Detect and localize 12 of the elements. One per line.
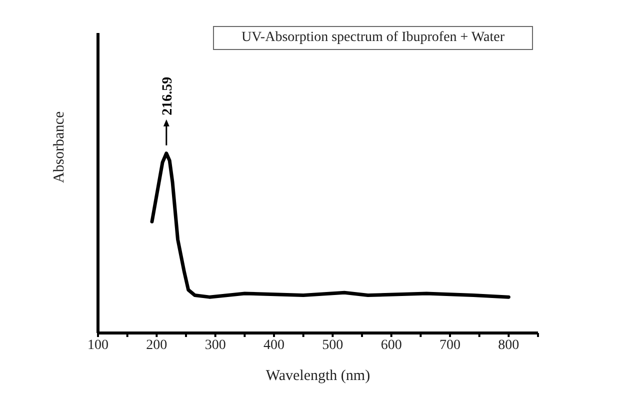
- annotation: 216.59: [160, 76, 176, 116]
- x-tick-label: 700: [440, 338, 460, 353]
- x-tick-label: 600: [380, 338, 402, 353]
- x-tick-label: 200: [146, 338, 168, 353]
- x-tick-label: 800: [498, 338, 520, 353]
- y-axis-title: Absorbance: [51, 111, 68, 183]
- x-tick-label: 100: [88, 338, 108, 353]
- x-tick-label: 500: [322, 338, 344, 353]
- x-axis-title: Wavelength (nm): [266, 368, 370, 384]
- chart-title: UV-Absorption spectrum of Ibuprofen + Water: [213, 26, 533, 50]
- x-tick-label: 300: [204, 338, 226, 353]
- x-tick-label: 400: [264, 338, 284, 353]
